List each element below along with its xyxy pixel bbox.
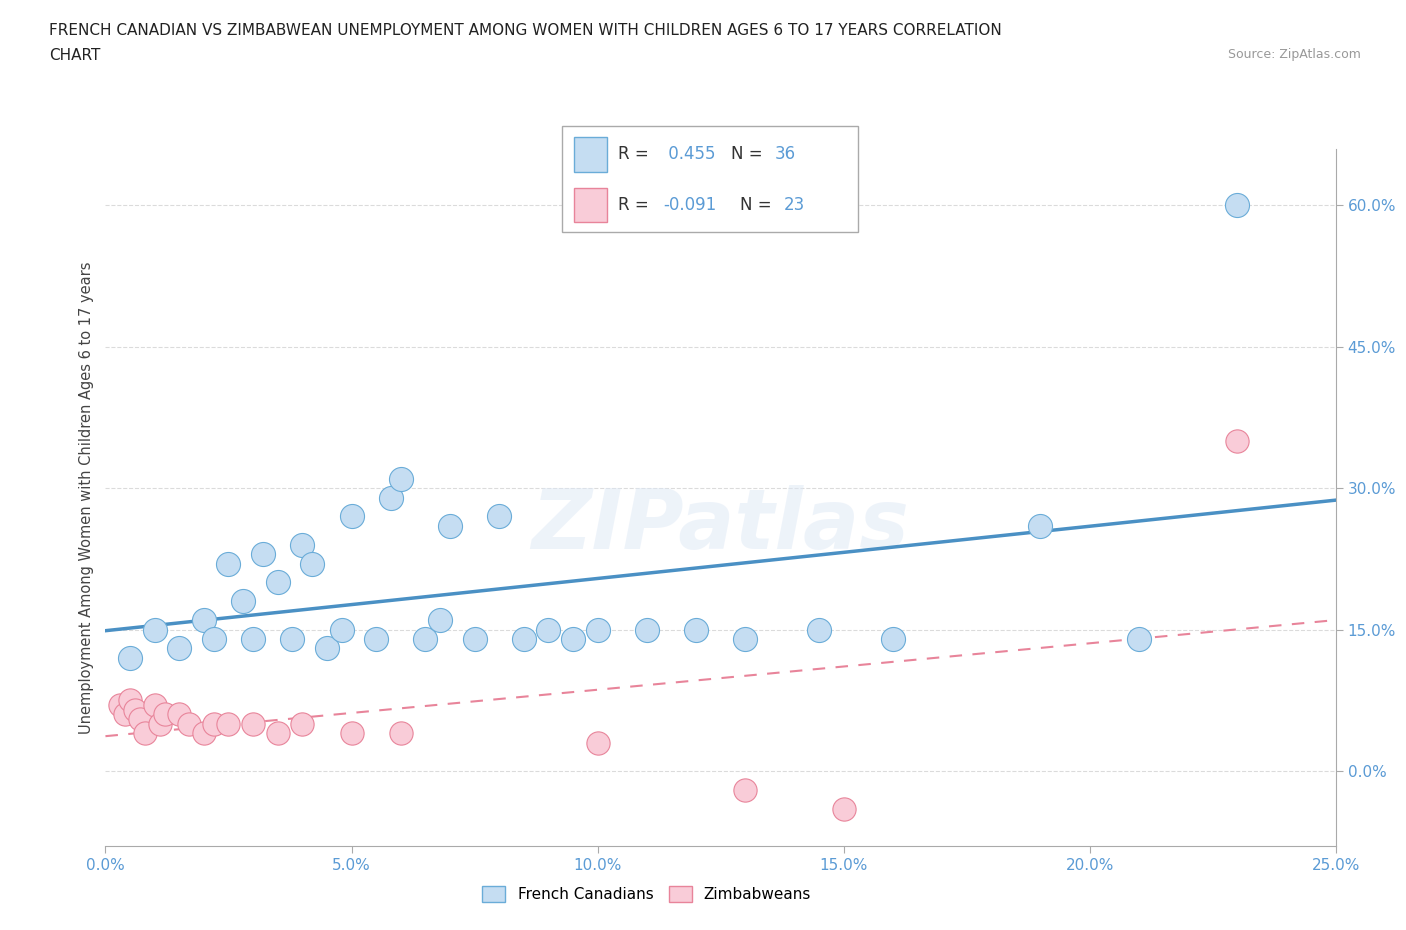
Point bbox=[389, 725, 412, 740]
Point bbox=[734, 631, 756, 646]
Point bbox=[232, 593, 254, 608]
Point bbox=[562, 631, 585, 646]
Point bbox=[267, 725, 290, 740]
Point bbox=[1226, 198, 1249, 213]
Point bbox=[124, 702, 146, 717]
Point bbox=[586, 736, 609, 751]
Point bbox=[134, 725, 156, 740]
Point bbox=[193, 613, 215, 628]
Y-axis label: Unemployment Among Women with Children Ages 6 to 17 years: Unemployment Among Women with Children A… bbox=[79, 261, 94, 734]
Point bbox=[586, 622, 609, 637]
Point bbox=[439, 518, 461, 533]
Point bbox=[242, 631, 264, 646]
Point bbox=[120, 650, 141, 665]
Point bbox=[291, 716, 314, 731]
Point bbox=[218, 556, 240, 571]
Point bbox=[636, 622, 658, 637]
Point bbox=[389, 472, 412, 486]
Legend: French Canadians, Zimbabweans: French Canadians, Zimbabweans bbox=[477, 880, 817, 909]
Point bbox=[202, 716, 225, 731]
Text: 36: 36 bbox=[775, 145, 796, 164]
FancyBboxPatch shape bbox=[574, 188, 607, 221]
Text: R =: R = bbox=[619, 195, 650, 214]
Text: FRENCH CANADIAN VS ZIMBABWEAN UNEMPLOYMENT AMONG WOMEN WITH CHILDREN AGES 6 TO 1: FRENCH CANADIAN VS ZIMBABWEAN UNEMPLOYME… bbox=[49, 23, 1002, 38]
Point bbox=[413, 631, 436, 646]
Point bbox=[143, 622, 166, 637]
Point bbox=[340, 725, 363, 740]
Point bbox=[169, 707, 191, 722]
Point bbox=[193, 725, 215, 740]
Point bbox=[252, 547, 274, 562]
Point bbox=[129, 711, 152, 726]
Point bbox=[242, 716, 264, 731]
Point bbox=[149, 716, 172, 731]
Point bbox=[340, 509, 363, 524]
Point bbox=[120, 693, 141, 708]
Point bbox=[114, 707, 136, 722]
Text: N =: N = bbox=[731, 145, 762, 164]
Point bbox=[153, 707, 176, 722]
Point bbox=[1029, 518, 1052, 533]
Point bbox=[537, 622, 560, 637]
Text: Source: ZipAtlas.com: Source: ZipAtlas.com bbox=[1227, 48, 1361, 61]
Point bbox=[429, 613, 451, 628]
Text: R =: R = bbox=[619, 145, 650, 164]
Point bbox=[143, 698, 166, 712]
Point bbox=[734, 782, 756, 797]
Point bbox=[685, 622, 707, 637]
Text: 0.455: 0.455 bbox=[662, 145, 716, 164]
FancyBboxPatch shape bbox=[574, 138, 607, 171]
Point bbox=[179, 716, 201, 731]
Point bbox=[1226, 433, 1249, 448]
Point bbox=[315, 641, 337, 656]
Point bbox=[110, 698, 132, 712]
Point bbox=[281, 631, 304, 646]
Point bbox=[301, 556, 323, 571]
Text: -0.091: -0.091 bbox=[662, 195, 716, 214]
Point bbox=[380, 490, 402, 505]
Point bbox=[807, 622, 830, 637]
Point bbox=[291, 538, 314, 552]
Text: CHART: CHART bbox=[49, 48, 101, 63]
Point bbox=[832, 801, 855, 816]
Point bbox=[464, 631, 486, 646]
Text: 23: 23 bbox=[785, 195, 806, 214]
Point bbox=[330, 622, 353, 637]
Point bbox=[1128, 631, 1150, 646]
Point bbox=[366, 631, 388, 646]
Point bbox=[513, 631, 536, 646]
Text: ZIPatlas: ZIPatlas bbox=[531, 485, 910, 566]
Text: N =: N = bbox=[740, 195, 770, 214]
Point bbox=[267, 575, 290, 590]
Point bbox=[882, 631, 904, 646]
Point bbox=[488, 509, 510, 524]
Point bbox=[218, 716, 240, 731]
Point bbox=[169, 641, 191, 656]
Point bbox=[202, 631, 225, 646]
